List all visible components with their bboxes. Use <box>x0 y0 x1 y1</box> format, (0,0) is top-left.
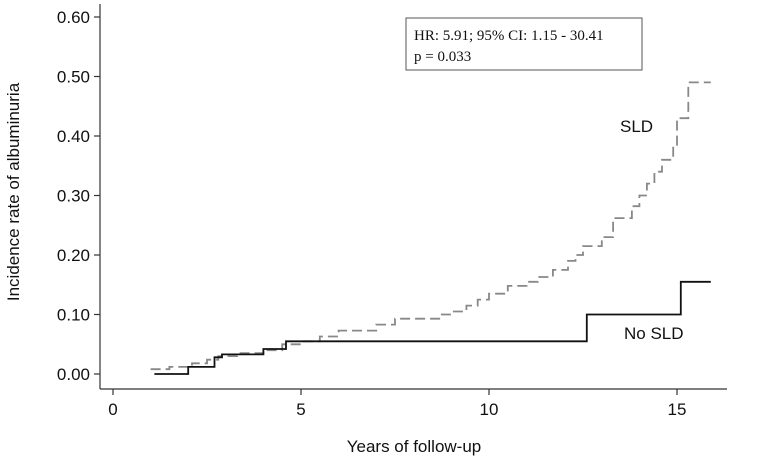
x-tick-label: 15 <box>668 400 687 419</box>
y-tick-label: 0.20 <box>57 246 90 265</box>
x-axis: 0 5 10 15 <box>100 388 727 419</box>
y-tick-label: 0.30 <box>57 187 90 206</box>
y-tick-label: 0.60 <box>57 8 90 27</box>
annotation-box: HR: 5.91; 95% CI: 1.15 - 30.41 p = 0.033 <box>405 17 643 71</box>
x-tick-label: 5 <box>296 400 305 419</box>
annotation-hr-text: HR: 5.91; 95% CI: 1.15 - 30.41 <box>414 28 604 44</box>
y-tick-label: 0.00 <box>57 365 90 384</box>
series-label-sld: SLD <box>620 117 653 136</box>
series-label-no-sld: No SLD <box>624 324 684 343</box>
annotation-p-text: p = 0.033 <box>414 49 471 65</box>
series-layer <box>150 81 711 375</box>
x-tick-label: 10 <box>480 400 499 419</box>
x-tick-label: 0 <box>108 400 117 419</box>
y-axis: 0.00 0.10 0.20 0.30 0.40 0.50 0.60 <box>57 4 101 389</box>
y-tick-label: 0.40 <box>57 127 90 146</box>
y-tick-label: 0.50 <box>57 68 90 87</box>
series-line-sld <box>150 81 711 371</box>
y-tick-label: 0.10 <box>57 306 90 325</box>
series-line-no-sld <box>154 280 711 375</box>
x-axis-title: Years of follow-up <box>347 437 482 456</box>
annotation-border <box>405 17 643 71</box>
y-axis-title: Incidence rate of albuminuria <box>4 82 23 301</box>
